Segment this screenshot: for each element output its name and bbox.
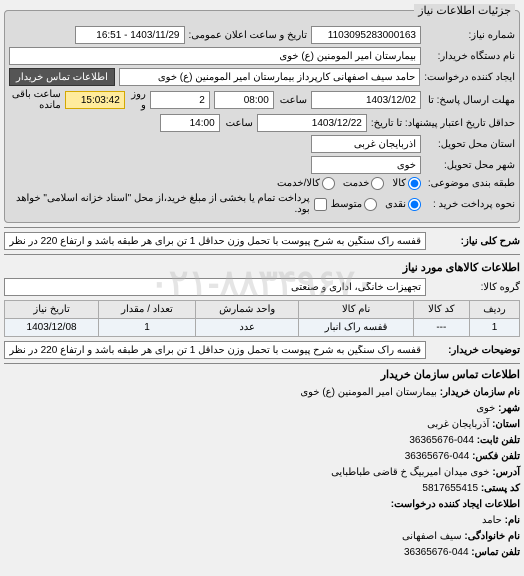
td-qty: 1 [99, 319, 196, 337]
row-until: حداقل تاریخ اعتبار پیشنهاد: تا تاریخ: سا… [9, 114, 515, 132]
req-title: اطلاعات ایجاد کننده درخواست: [391, 499, 520, 510]
radio-service[interactable]: خدمت [343, 177, 385, 190]
label-hour2: ساعت [226, 118, 253, 129]
input-city[interactable] [311, 156, 421, 174]
th-unit: واحد شمارش [195, 301, 299, 319]
val-ccity: خوی [476, 403, 495, 414]
th-code: کد کالا [413, 301, 469, 319]
label-device: نام دستگاه خریدار: [425, 51, 515, 62]
input-until-hour[interactable] [160, 114, 220, 132]
goods-title: اطلاعات کالاهای مورد نیاز [4, 261, 520, 274]
label-until: حداقل تاریخ اعتبار پیشنهاد: تا تاریخ: [371, 118, 515, 129]
contact-section: نام سازمان خریدار: بیمارستان امیر المومن… [4, 385, 520, 561]
val-name: حامد [482, 515, 502, 526]
val-phone: 044-36365676 [404, 547, 469, 558]
row-creator: ایجاد کننده درخواست: اطلاعات تماس خریدار [9, 68, 515, 86]
input-buyer-notes[interactable] [4, 341, 426, 359]
row-city: شهر محل تحویل: [9, 156, 515, 174]
label-fax: تلفن فکس: [472, 451, 520, 462]
contact-title: اطلاعات تماس سازمان خریدار [4, 368, 520, 381]
radio-goods[interactable]: کالا [392, 177, 421, 190]
row-group: گروه کالا: [4, 278, 520, 296]
row-payment: نحوه پرداخت خرید : نقدی متوسط پرداخت تما… [9, 193, 515, 215]
fieldset-legend: جزئیات اطلاعات نیاز [414, 4, 515, 17]
label-phone: تلفن تماس: [471, 547, 520, 558]
input-creator[interactable] [119, 68, 420, 86]
table-header-row: ردیف کد کالا نام کالا واحد شمارش تعداد /… [5, 301, 520, 319]
label-cprov: استان: [492, 419, 520, 430]
divider-2 [4, 254, 520, 255]
row-buyer-notes: توضیحات خریدار: [4, 341, 520, 359]
label-payment: نحوه پرداخت خرید : [425, 199, 515, 210]
row-device: نام دستگاه خریدار: [9, 47, 515, 65]
label-datetime: تاریخ و ساعت اعلان عمومی: [189, 30, 308, 41]
td-name: قفسه راک انبار [299, 319, 413, 337]
input-province[interactable] [311, 135, 421, 153]
label-package: طبقه بندی موضوعی: [425, 178, 515, 189]
label-number: شماره نیاز: [425, 30, 515, 41]
input-group[interactable] [4, 278, 426, 296]
label-city: شهر محل تحویل: [425, 160, 515, 171]
label-tel: تلفن ثابت: [477, 435, 520, 446]
val-cprov: آذربایجان غربی [427, 419, 489, 430]
label-remain: ساعت باقی مانده [11, 89, 61, 111]
th-row: ردیف [469, 301, 519, 319]
label-province: استان محل تحویل: [425, 139, 515, 150]
contact-button[interactable]: اطلاعات تماس خریدار [9, 68, 115, 86]
input-device[interactable] [9, 47, 421, 65]
td-row: 1 [469, 319, 519, 337]
input-deadline-hour[interactable] [214, 91, 274, 109]
input-deadline-date[interactable] [311, 91, 421, 109]
row-number: شماره نیاز: تاریخ و ساعت اعلان عمومی: [9, 26, 515, 44]
row-province: استان محل تحویل: [9, 135, 515, 153]
label-group: گروه کالا: [430, 282, 520, 293]
row-deadline: مهلت ارسال پاسخ: تا ساعت روز و ساعت باقی… [9, 89, 515, 111]
label-deadline: مهلت ارسال پاسخ: تا [425, 95, 515, 106]
label-hour1: ساعت [280, 95, 307, 106]
label-org: نام سازمان خریدار: [440, 387, 520, 398]
input-remaining[interactable] [65, 91, 125, 109]
val-addr: خوی میدان امیربیگ خ قاضی طباطبایی [331, 467, 490, 478]
label-family: نام خانوادگی: [464, 531, 520, 542]
table-row: 1 --- قفسه راک انبار عدد 1 1403/12/08 [5, 319, 520, 337]
divider-1 [4, 227, 520, 228]
label-ccity: شهر: [498, 403, 520, 414]
label-post: کد پستی: [481, 483, 520, 494]
input-description[interactable] [4, 232, 426, 250]
td-code: --- [413, 319, 469, 337]
input-number[interactable] [311, 26, 421, 44]
label-addr: آدرس: [492, 467, 520, 478]
td-unit: عدد [195, 319, 299, 337]
label-days: روز و [131, 89, 146, 111]
val-post: 5817655415 [422, 483, 478, 494]
td-date: 1403/12/08 [5, 319, 99, 337]
val-tel: 044-36365676 [409, 435, 474, 446]
val-org: بیمارستان امیر المومنین (ع) خوی [300, 387, 437, 398]
radio-cash[interactable]: نقدی [385, 198, 421, 211]
val-family: سیف اصفهانی [402, 531, 462, 542]
checkbox-treasury[interactable]: پرداخت تمام یا بخشی از مبلغ خرید،از محل … [9, 193, 327, 215]
radio-both[interactable]: کالا/خدمت [277, 177, 335, 190]
th-qty: تعداد / مقدار [99, 301, 196, 319]
th-date: تاریخ نیاز [5, 301, 99, 319]
details-fieldset: جزئیات اطلاعات نیاز شماره نیاز: تاریخ و … [4, 4, 520, 223]
input-until-date[interactable] [257, 114, 367, 132]
goods-table: ردیف کد کالا نام کالا واحد شمارش تعداد /… [4, 300, 520, 337]
label-creator: ایجاد کننده درخواست: [424, 72, 515, 83]
label-buyer-notes: توضیحات خریدار: [430, 345, 520, 356]
label-name: نام: [505, 515, 520, 526]
val-fax: 044-36365676 [405, 451, 470, 462]
input-days[interactable] [150, 91, 210, 109]
label-description: شرح کلی نیاز: [430, 236, 520, 247]
th-name: نام کالا [299, 301, 413, 319]
input-datetime[interactable] [75, 26, 185, 44]
row-description: شرح کلی نیاز: [4, 232, 520, 250]
divider-3 [4, 363, 520, 364]
radio-medium[interactable]: متوسط [331, 198, 377, 211]
row-package: طبقه بندی موضوعی: کالا خدمت کالا/خدمت [9, 177, 515, 190]
